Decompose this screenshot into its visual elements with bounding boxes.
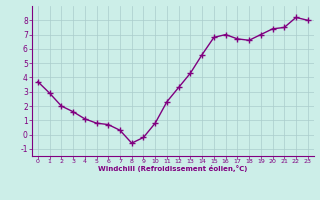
- X-axis label: Windchill (Refroidissement éolien,°C): Windchill (Refroidissement éolien,°C): [98, 165, 247, 172]
